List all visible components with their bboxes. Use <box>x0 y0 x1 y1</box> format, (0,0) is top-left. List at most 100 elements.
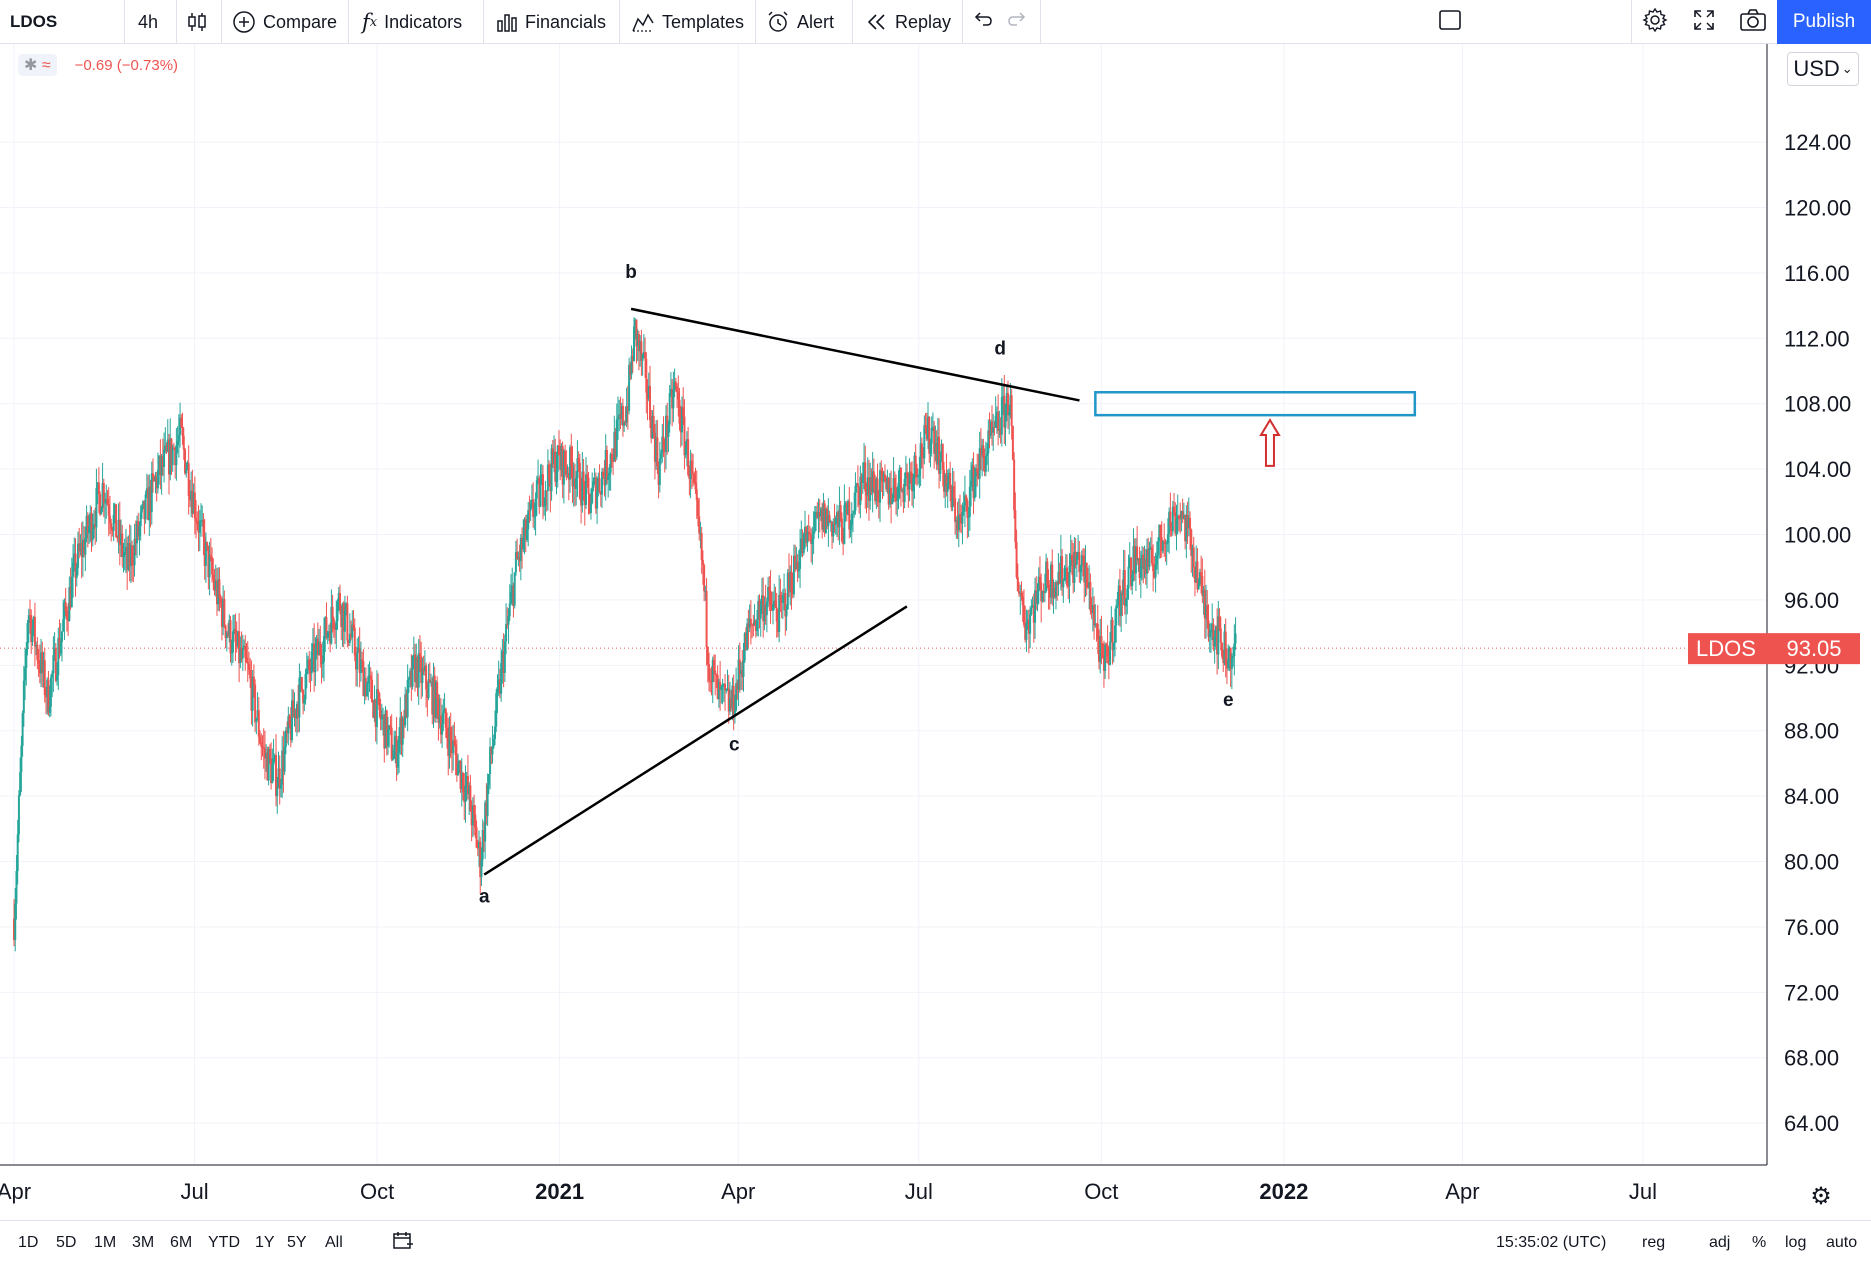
candle-body <box>1228 647 1231 660</box>
clock-readout[interactable]: 15:35:02 (UTC) <box>1496 1233 1607 1251</box>
candle-body <box>1042 591 1045 593</box>
candle-body <box>735 683 738 711</box>
candle-body <box>874 488 877 502</box>
range-6m[interactable]: 6M <box>170 1233 193 1251</box>
candle-body <box>816 511 819 518</box>
date-range-button[interactable] <box>392 1221 414 1264</box>
templates-button[interactable]: Templates <box>631 0 744 44</box>
range-1y[interactable]: 1Y <box>255 1233 275 1251</box>
layout-button[interactable] <box>1438 0 1462 44</box>
templates-label: Templates <box>662 11 745 32</box>
candle-body <box>1026 619 1029 623</box>
candle-body <box>555 471 558 482</box>
chart-type-button[interactable] <box>186 0 215 44</box>
range-5d[interactable]: 5D <box>56 1233 77 1251</box>
candle-body <box>1134 546 1137 574</box>
candle-body <box>185 469 188 474</box>
candle-body <box>452 740 455 754</box>
candle-body <box>72 562 75 577</box>
candle-body <box>976 468 979 473</box>
price-tick-label: 76.00 <box>1784 915 1839 940</box>
candle-body <box>826 508 829 527</box>
candle-body <box>394 736 397 751</box>
candle-body <box>945 474 948 492</box>
candle-body <box>415 657 418 683</box>
range-1d[interactable]: 1D <box>18 1233 39 1251</box>
candle-body <box>626 406 629 411</box>
candle-body <box>230 652 233 654</box>
replay-button[interactable]: Replay <box>866 0 951 44</box>
candle-body <box>785 609 788 617</box>
candle-body <box>421 668 424 684</box>
percent-toggle[interactable]: % <box>1752 1233 1767 1251</box>
fullscreen-button[interactable] <box>1692 0 1716 44</box>
adjust-toggle[interactable]: adj <box>1709 1233 1731 1251</box>
candle-body <box>773 600 776 605</box>
compare-button[interactable]: Compare <box>232 0 337 44</box>
candle-body <box>521 537 524 550</box>
alert-button[interactable]: Alert <box>766 0 834 44</box>
candle-body <box>346 603 349 641</box>
candle-body <box>1125 599 1128 607</box>
range-all[interactable]: All <box>325 1233 343 1251</box>
candle-body <box>414 654 417 683</box>
range-3m[interactable]: 3M <box>132 1233 155 1251</box>
auto-toggle[interactable]: auto <box>1826 1233 1858 1251</box>
price-chart[interactable]: a b c d e 64.00 68.00 72.00 76.00 80.00 84.00 88.0… <box>0 44 1871 1220</box>
candle-body <box>906 472 909 476</box>
candle-body <box>89 512 92 527</box>
candle-body <box>63 602 66 620</box>
interval-button[interactable]: 4h <box>138 11 159 32</box>
candle-body <box>1139 565 1142 578</box>
currency-selector[interactable]: USD ⌄ <box>1787 52 1859 86</box>
redo-button[interactable] <box>1006 0 1028 44</box>
candle-body <box>832 523 835 537</box>
candle-body <box>1201 575 1204 596</box>
symbol-search[interactable]: LDOS <box>10 12 58 31</box>
legend-status-icons[interactable]: ✱ ≈ <box>18 54 57 76</box>
candle-body <box>986 453 989 456</box>
candle-body <box>1079 565 1082 573</box>
range-5y[interactable]: 5Y <box>287 1233 307 1251</box>
candle-body <box>1052 587 1055 598</box>
range-ytd[interactable]: YTD <box>208 1233 240 1251</box>
candle-body <box>630 355 633 375</box>
candle-body <box>320 655 323 664</box>
price-axis[interactable]: 64.0068.0072.0076.0080.0084.0088.0092.00… <box>1688 44 1860 1165</box>
candle-body <box>765 601 768 616</box>
session-button[interactable]: reg <box>1642 1233 1666 1251</box>
up-arrow-icon <box>1259 418 1281 467</box>
settings-button[interactable] <box>1642 0 1668 44</box>
publish-button[interactable]: Publish <box>1777 0 1871 44</box>
undo-button[interactable] <box>972 0 994 44</box>
toolbar-divider <box>348 0 349 44</box>
financials-button[interactable]: Financials <box>496 0 606 44</box>
candle-body <box>951 486 954 508</box>
candle-body <box>501 651 504 663</box>
candle-body <box>353 627 356 656</box>
candle-body <box>283 746 286 772</box>
time-axis[interactable]: Apr Jul Oct 2021 Apr Jul Oct 2022 Apr Jul ⚙ <box>0 1164 1832 1210</box>
candle-body <box>909 471 912 474</box>
candle-body <box>1153 571 1156 578</box>
candle-body <box>142 500 145 507</box>
snapshot-button[interactable] <box>1739 0 1767 44</box>
candle-body <box>998 429 1001 431</box>
candle-body <box>1148 547 1151 567</box>
candle-body <box>928 416 931 454</box>
candle-body <box>123 552 126 556</box>
range-1m[interactable]: 1M <box>94 1233 117 1251</box>
log-toggle[interactable]: log <box>1785 1233 1807 1251</box>
price-tick-label: 116.00 <box>1784 261 1850 286</box>
candle-body <box>153 477 156 482</box>
candle-body <box>104 502 107 504</box>
candle-body <box>635 319 638 347</box>
candle-body <box>206 542 209 547</box>
candle-body <box>1069 554 1072 566</box>
candle-body <box>1106 645 1109 657</box>
candle-body <box>318 641 321 656</box>
candle-body <box>390 727 393 760</box>
candle-body <box>560 446 563 470</box>
candle-body <box>436 682 439 699</box>
